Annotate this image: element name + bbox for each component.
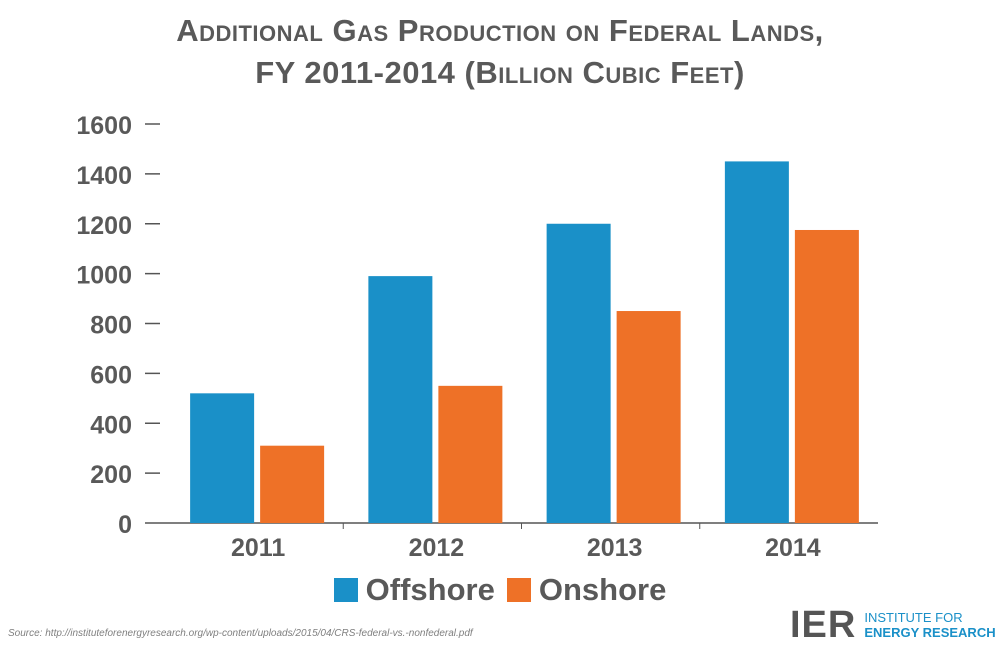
legend-swatch-onshore	[506, 578, 531, 602]
legend-label-onshore: Onshore	[538, 572, 667, 607]
logo-mark: IER	[790, 604, 857, 646]
chart-title-line2: FY 2011-2014 (Billion Cubic Feet)	[255, 55, 745, 90]
legend: Offshore Onshore	[0, 572, 1000, 608]
bar-offshore-2012	[368, 276, 433, 523]
bar-onshore-2011	[260, 445, 325, 523]
y-tick-label: 1200	[76, 212, 132, 240]
bar-offshore-2011	[190, 393, 255, 523]
x-tick-label: 2012	[409, 534, 465, 562]
y-tick-label: 200	[90, 461, 132, 489]
legend-swatch-offshore	[333, 578, 358, 602]
chart-title: Additional Gas Production on Federal Lan…	[0, 10, 1000, 94]
y-tick-label: 0	[118, 511, 132, 539]
legend-item-offshore: Offshore	[333, 572, 495, 608]
bar-offshore-2014	[724, 161, 789, 523]
chart-title-line1: Additional Gas Production on Federal Lan…	[176, 13, 824, 48]
ier-logo: IER INSTITUTE FOR ENERGY RESEARCH	[790, 606, 996, 644]
y-tick-label: 400	[90, 411, 132, 439]
bar-onshore-2014	[794, 229, 859, 523]
logo-text: INSTITUTE FOR ENERGY RESEARCH	[864, 610, 995, 640]
bar-offshore-2013	[546, 223, 611, 523]
y-tick-label: 600	[90, 361, 132, 389]
bar-onshore-2012	[438, 385, 503, 523]
x-tick-label: 2014	[765, 534, 821, 562]
y-tick-label: 1000	[76, 262, 132, 290]
source-note: Source: http://instituteforenergyresearc…	[8, 628, 473, 639]
y-tick-label: 800	[90, 312, 132, 340]
y-tick-label: 1400	[76, 162, 132, 190]
y-tick-label: 1600	[76, 112, 132, 140]
legend-item-onshore: Onshore	[506, 572, 667, 608]
legend-label-offshore: Offshore	[365, 572, 495, 607]
bar-chart: 0 200 400 600 800 1000 1200 1400 1600 2011 2012 201…	[76, 112, 878, 562]
x-tick-label: 2013	[587, 534, 643, 562]
logo-line2: ENERGY RESEARCH	[864, 625, 996, 640]
bar-onshore-2013	[616, 311, 681, 523]
x-tick-label: 2011	[231, 534, 285, 562]
logo-line1: INSTITUTE FOR	[864, 610, 963, 625]
